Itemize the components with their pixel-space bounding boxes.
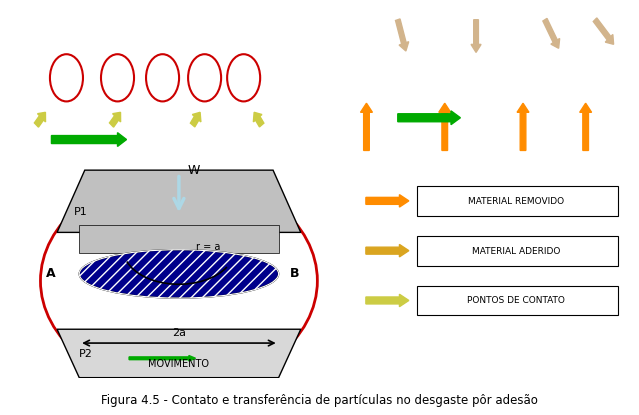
Text: MATERIAL REMOVIDO: MATERIAL REMOVIDO	[468, 197, 564, 206]
FancyArrow shape	[580, 103, 592, 151]
FancyBboxPatch shape	[167, 61, 190, 87]
FancyBboxPatch shape	[77, 61, 100, 87]
FancyArrow shape	[471, 20, 481, 52]
FancyBboxPatch shape	[417, 186, 618, 216]
FancyBboxPatch shape	[208, 61, 233, 87]
FancyArrow shape	[109, 112, 121, 127]
Text: B: B	[289, 267, 299, 281]
Text: W: W	[188, 164, 200, 177]
FancyArrow shape	[517, 103, 529, 151]
Text: Figura 4.5 - Contato e transferência de partículas no desgaste pôr adesão: Figura 4.5 - Contato e transferência de …	[101, 394, 538, 407]
Ellipse shape	[91, 59, 132, 89]
Ellipse shape	[181, 63, 215, 85]
FancyArrow shape	[360, 103, 373, 151]
FancyArrow shape	[51, 133, 127, 146]
FancyArrow shape	[397, 111, 460, 124]
FancyArrow shape	[366, 244, 409, 257]
FancyArrow shape	[35, 112, 45, 127]
Text: PONTOS DE CONTATO: PONTOS DE CONTATO	[467, 296, 565, 305]
Text: P2: P2	[79, 349, 93, 359]
Text: P1: P1	[73, 207, 88, 217]
FancyBboxPatch shape	[417, 286, 618, 315]
FancyBboxPatch shape	[248, 61, 269, 87]
FancyArrow shape	[593, 18, 613, 44]
FancyBboxPatch shape	[417, 236, 618, 266]
Text: MOVIMENTO: MOVIMENTO	[148, 359, 210, 369]
Ellipse shape	[226, 63, 256, 85]
FancyBboxPatch shape	[33, 61, 56, 87]
FancyArrow shape	[543, 18, 560, 48]
Polygon shape	[57, 329, 301, 378]
Bar	[79, 225, 279, 253]
Ellipse shape	[8, 63, 42, 85]
Text: MATERIAL ADERIDO: MATERIAL ADERIDO	[472, 247, 560, 256]
FancyArrow shape	[129, 356, 196, 361]
FancyArrow shape	[396, 19, 409, 51]
Ellipse shape	[262, 64, 291, 84]
Ellipse shape	[47, 61, 86, 87]
FancyArrow shape	[439, 103, 450, 151]
Text: r = a: r = a	[196, 242, 220, 251]
Text: A: A	[46, 267, 56, 281]
FancyBboxPatch shape	[123, 61, 146, 87]
FancyArrow shape	[366, 195, 409, 207]
Ellipse shape	[79, 250, 279, 298]
FancyArrow shape	[190, 112, 201, 127]
FancyArrow shape	[254, 112, 264, 127]
Polygon shape	[57, 170, 301, 232]
Text: 2a: 2a	[172, 328, 186, 338]
FancyArrow shape	[366, 294, 409, 307]
Ellipse shape	[137, 61, 176, 87]
